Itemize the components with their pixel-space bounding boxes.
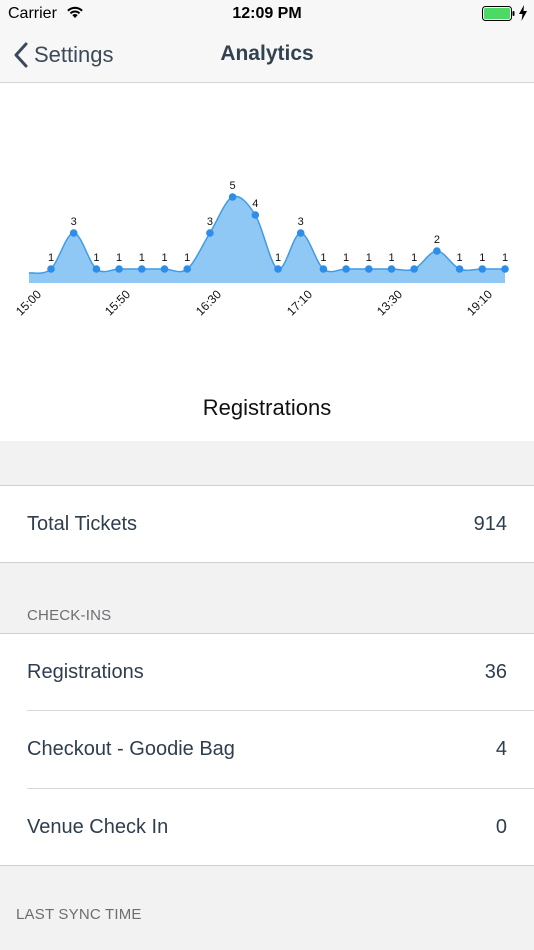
chart-data-label: 1	[161, 252, 167, 264]
chart-data-label: 1	[343, 252, 349, 264]
chart-point	[319, 265, 328, 273]
chart-data-label: 3	[298, 216, 304, 228]
total-tickets-value: 914	[473, 513, 507, 535]
chart-point	[501, 265, 509, 273]
section-spacer	[0, 441, 534, 485]
chart-data-label: 1	[320, 252, 326, 264]
total-tickets-row[interactable]: Total Tickets 914	[0, 486, 534, 563]
chart-area-fill	[29, 196, 505, 283]
chart-point	[115, 265, 123, 273]
divider	[27, 788, 534, 789]
chart-data-label: 1	[388, 252, 394, 264]
chart-point	[69, 229, 78, 237]
chevron-left-icon	[14, 42, 28, 68]
chart-point	[138, 265, 146, 273]
chart-data-label: 1	[411, 252, 417, 264]
checkin-value: 0	[495, 816, 507, 838]
divider	[0, 865, 534, 866]
chart-point	[228, 193, 237, 201]
divider	[0, 633, 534, 634]
battery-icon	[482, 6, 515, 21]
status-time: 12:09 PM	[232, 5, 302, 22]
chart-point	[387, 265, 396, 273]
chart-canvas: 1 3 1 1 1 1 1 3 5 4 1 3 1 1 1 1 1 2 1 1 1 15:00 15:50 16:30 17:1…	[13, 180, 509, 318]
chart-point	[342, 265, 350, 273]
total-tickets-label: Total Tickets	[27, 513, 138, 535]
chart-data-label: 1	[366, 252, 372, 264]
page-title: Analytics	[220, 42, 314, 65]
chart-point	[47, 265, 55, 273]
wifi-icon	[67, 6, 83, 18]
chart-data-label: 1	[139, 252, 145, 264]
chart-data-label: 3	[207, 216, 213, 228]
chart-point	[206, 229, 214, 237]
divider	[27, 710, 534, 711]
chart-point	[251, 211, 260, 219]
carrier-label: Carrier	[8, 5, 57, 22]
last-sync-section-header: LAST SYNC TIME	[16, 906, 142, 923]
chart-x-tick-label: 15:00	[13, 287, 44, 318]
chart-data-label: 1	[116, 252, 122, 264]
chart-point	[296, 229, 305, 237]
checkin-label: Registrations	[27, 661, 144, 683]
chart-data-label: 1	[502, 252, 508, 264]
chart-data-label: 1	[184, 252, 190, 264]
checkin-value: 36	[484, 661, 507, 683]
back-button[interactable]: Settings	[14, 38, 114, 72]
charging-icon	[519, 5, 527, 21]
checkin-row-venue[interactable]: Venue Check In 0	[0, 789, 534, 866]
chart-x-tick-label: 13:30	[374, 287, 405, 318]
chart-point	[410, 265, 419, 273]
chart-data-label: 1	[93, 252, 99, 264]
chart-x-tick-label: 17:10	[284, 287, 315, 318]
chart-point	[478, 265, 487, 273]
chart-data-label: 1	[275, 252, 281, 264]
checkin-label: Checkout - Goodie Bag	[27, 738, 235, 760]
chart-series-line	[28, 195, 505, 274]
checkin-value: 4	[495, 738, 507, 760]
chart-data-label: 2	[434, 234, 440, 246]
chart-x-tick-label: 16:30	[193, 287, 224, 318]
checkin-label: Venue Check In	[27, 816, 169, 838]
last-sync-header-band	[0, 866, 534, 950]
chart-x-tick-label: 15:50	[102, 287, 133, 318]
registrations-chart: 1 3 1 1 1 1 1 3 5 4 1 3 1 1 1 1 1 2 1 1 1 15:00 15:50 16:30 17:1…	[0, 83, 534, 443]
chart-data-label: 1	[479, 252, 485, 264]
chart-point	[365, 265, 373, 273]
chart-data-label: 1	[48, 252, 54, 264]
navigation-bar: Settings Analytics	[0, 28, 534, 83]
chart-point	[274, 265, 282, 273]
chart-data-label: 1	[457, 252, 463, 264]
chart-x-tick-label: 19:10	[464, 287, 495, 318]
divider	[0, 562, 534, 563]
status-bar: Carrier 12:09 PM	[0, 0, 534, 28]
chart-point	[455, 265, 464, 273]
chart-point	[183, 265, 191, 273]
checkins-header-band	[0, 563, 534, 633]
chart-data-label: 5	[230, 180, 236, 192]
chart-data-label: 4	[252, 198, 258, 210]
checkin-row-registrations[interactable]: Registrations 36	[0, 634, 534, 711]
checkin-row-goodie-bag[interactable]: Checkout - Goodie Bag 4	[0, 711, 534, 788]
chart-title: Registrations	[202, 395, 332, 420]
checkins-section-header: CHECK-INS	[27, 607, 112, 624]
chart-point	[433, 247, 441, 255]
chart-point	[160, 265, 169, 273]
back-button-label: Settings	[34, 42, 114, 67]
chart-data-label: 3	[71, 216, 77, 228]
divider	[0, 485, 534, 486]
chart-point	[92, 265, 101, 273]
